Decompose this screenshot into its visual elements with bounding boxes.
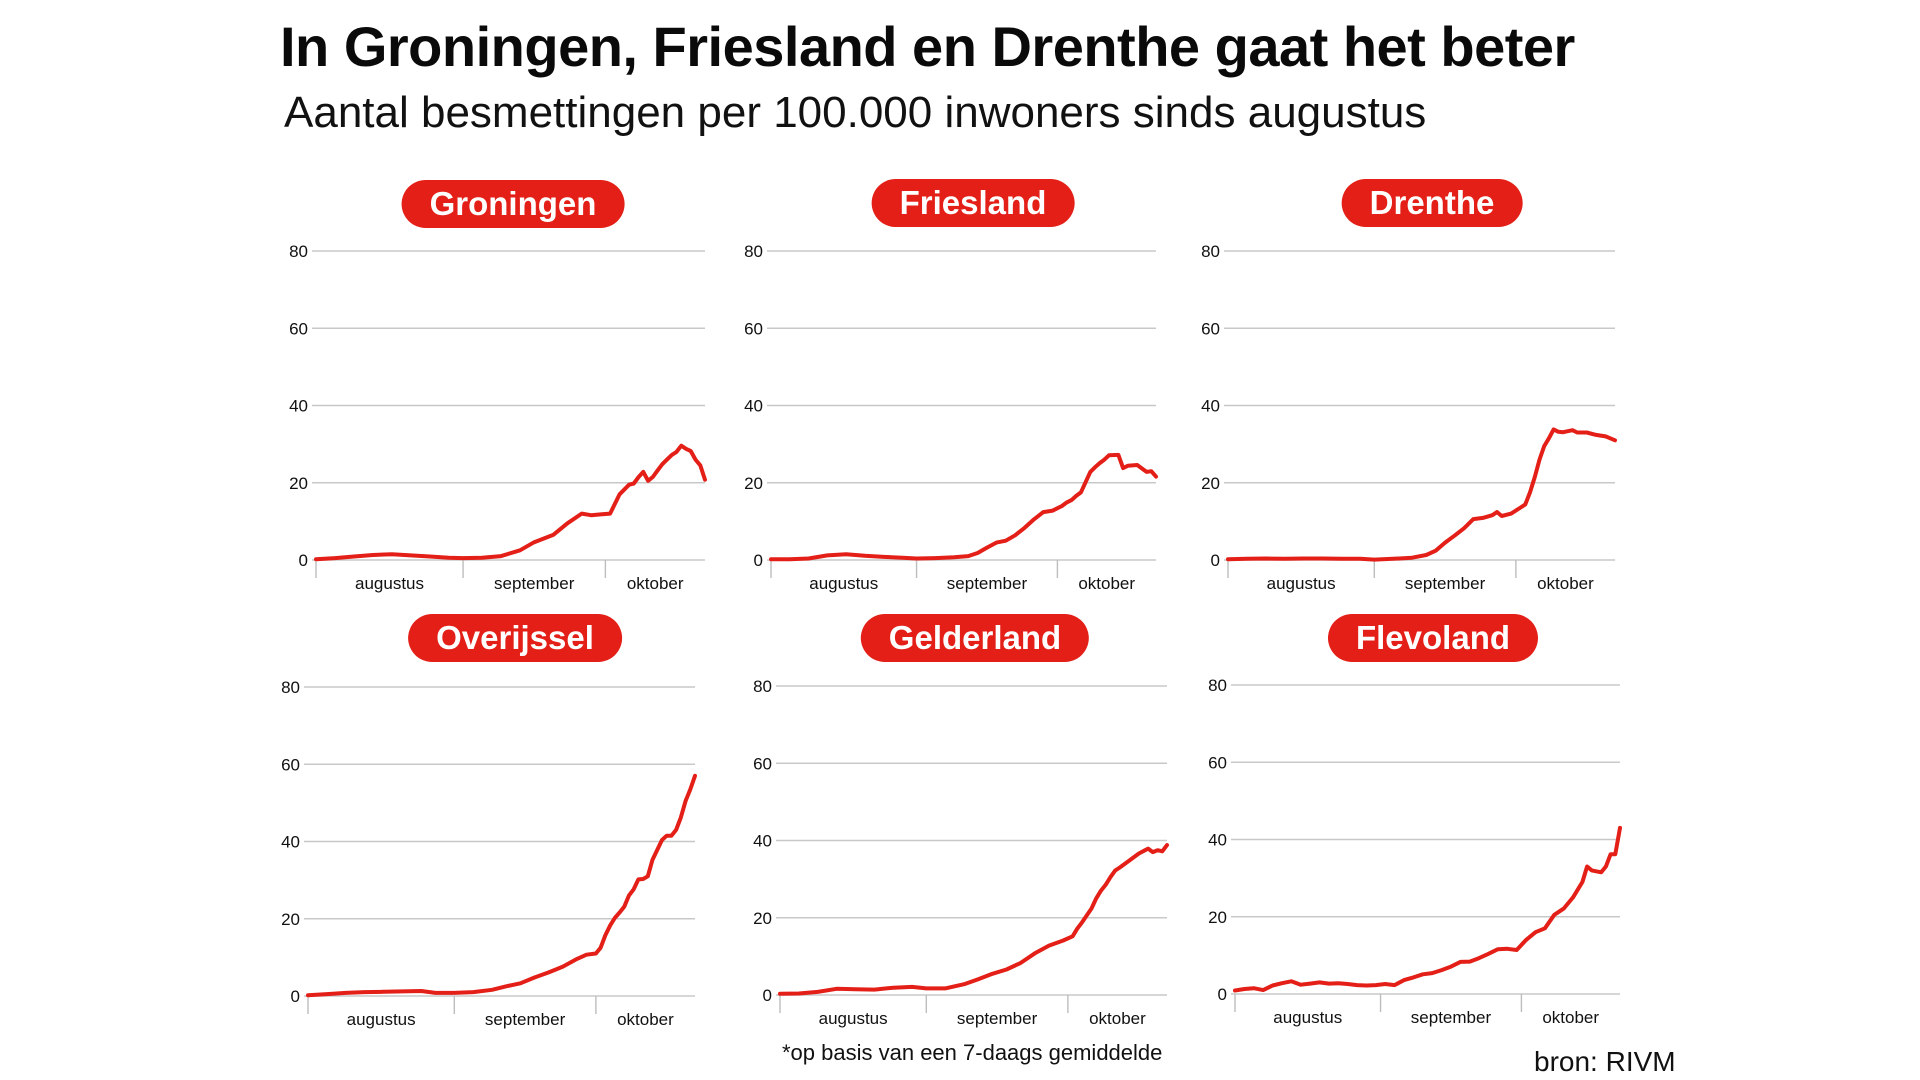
y-tick-label: 60 (753, 754, 772, 773)
y-tick-label: 0 (291, 987, 300, 1006)
y-tick-label: 20 (753, 909, 772, 928)
panel-title-drenthe: Drenthe (1341, 179, 1523, 227)
y-tick-label: 20 (1208, 908, 1227, 927)
x-month-label: september (1411, 1008, 1492, 1027)
y-tick-label: 0 (1211, 551, 1220, 570)
x-month-label: september (957, 1009, 1038, 1028)
x-month-label: september (485, 1010, 566, 1029)
y-tick-label: 40 (281, 833, 300, 852)
y-tick-label: 0 (754, 551, 763, 570)
y-tick-label: 40 (753, 832, 772, 851)
series-line-gelderland (778, 843, 1169, 996)
x-month-label: augustus (1273, 1008, 1342, 1027)
source-credit: bron: RIVM (1534, 1046, 1676, 1077)
y-tick-label: 40 (1208, 831, 1227, 850)
x-month-label: augustus (809, 574, 878, 593)
y-tick-label: 80 (1201, 242, 1220, 261)
x-month-label: augustus (347, 1010, 416, 1029)
y-tick-label: 60 (289, 319, 308, 338)
footnote: *op basis van een 7-daags gemiddelde (782, 1040, 1163, 1065)
y-tick-label: 60 (744, 319, 763, 338)
y-tick-label: 60 (1208, 753, 1227, 772)
x-month-label: oktober (627, 574, 684, 593)
y-tick-label: 80 (753, 677, 772, 696)
x-month-label: augustus (1267, 574, 1336, 593)
y-tick-label: 60 (1201, 319, 1220, 338)
y-tick-label: 0 (763, 986, 772, 1005)
x-month-label: oktober (1537, 574, 1594, 593)
chart-subtitle: Aantal besmettingen per 100.000 inwoners… (284, 88, 1427, 137)
x-month-label: augustus (819, 1009, 888, 1028)
panel-title-flevoland: Flevoland (1327, 614, 1539, 662)
y-tick-label: 80 (289, 242, 308, 261)
x-month-label: oktober (1078, 574, 1135, 593)
y-tick-label: 20 (281, 910, 300, 929)
x-month-label: oktober (1089, 1009, 1146, 1028)
chart-title: In Groningen, Friesland en Drenthe gaat … (280, 15, 1575, 78)
series-line-friesland (769, 452, 1158, 562)
panel-title-groningen: Groningen (401, 180, 625, 228)
y-tick-label: 20 (744, 474, 763, 493)
y-tick-label: 0 (299, 551, 308, 570)
x-month-label: oktober (617, 1010, 674, 1029)
series-line-groningen (314, 443, 707, 562)
y-tick-label: 60 (281, 755, 300, 774)
y-tick-label: 80 (281, 678, 300, 697)
x-month-label: augustus (355, 574, 424, 593)
y-tick-label: 80 (744, 242, 763, 261)
x-month-label: oktober (1542, 1008, 1599, 1027)
series-line-flevoland (1233, 825, 1622, 993)
y-tick-label: 0 (1218, 985, 1227, 1004)
x-month-label: september (1405, 574, 1486, 593)
x-month-label: september (947, 574, 1028, 593)
y-tick-label: 40 (1201, 397, 1220, 416)
panel-title-gelderland: Gelderland (860, 614, 1090, 662)
panel-title-friesland: Friesland (871, 179, 1075, 227)
y-tick-label: 40 (289, 397, 308, 416)
x-month-label: september (494, 574, 575, 593)
y-tick-label: 80 (1208, 676, 1227, 695)
y-tick-label: 20 (1201, 474, 1220, 493)
y-tick-label: 40 (744, 397, 763, 416)
panel-title-overijssel: Overijssel (408, 614, 622, 662)
series-line-overijssel (306, 773, 697, 998)
y-tick-label: 20 (289, 474, 308, 493)
series-line-drenthe (1226, 427, 1617, 562)
